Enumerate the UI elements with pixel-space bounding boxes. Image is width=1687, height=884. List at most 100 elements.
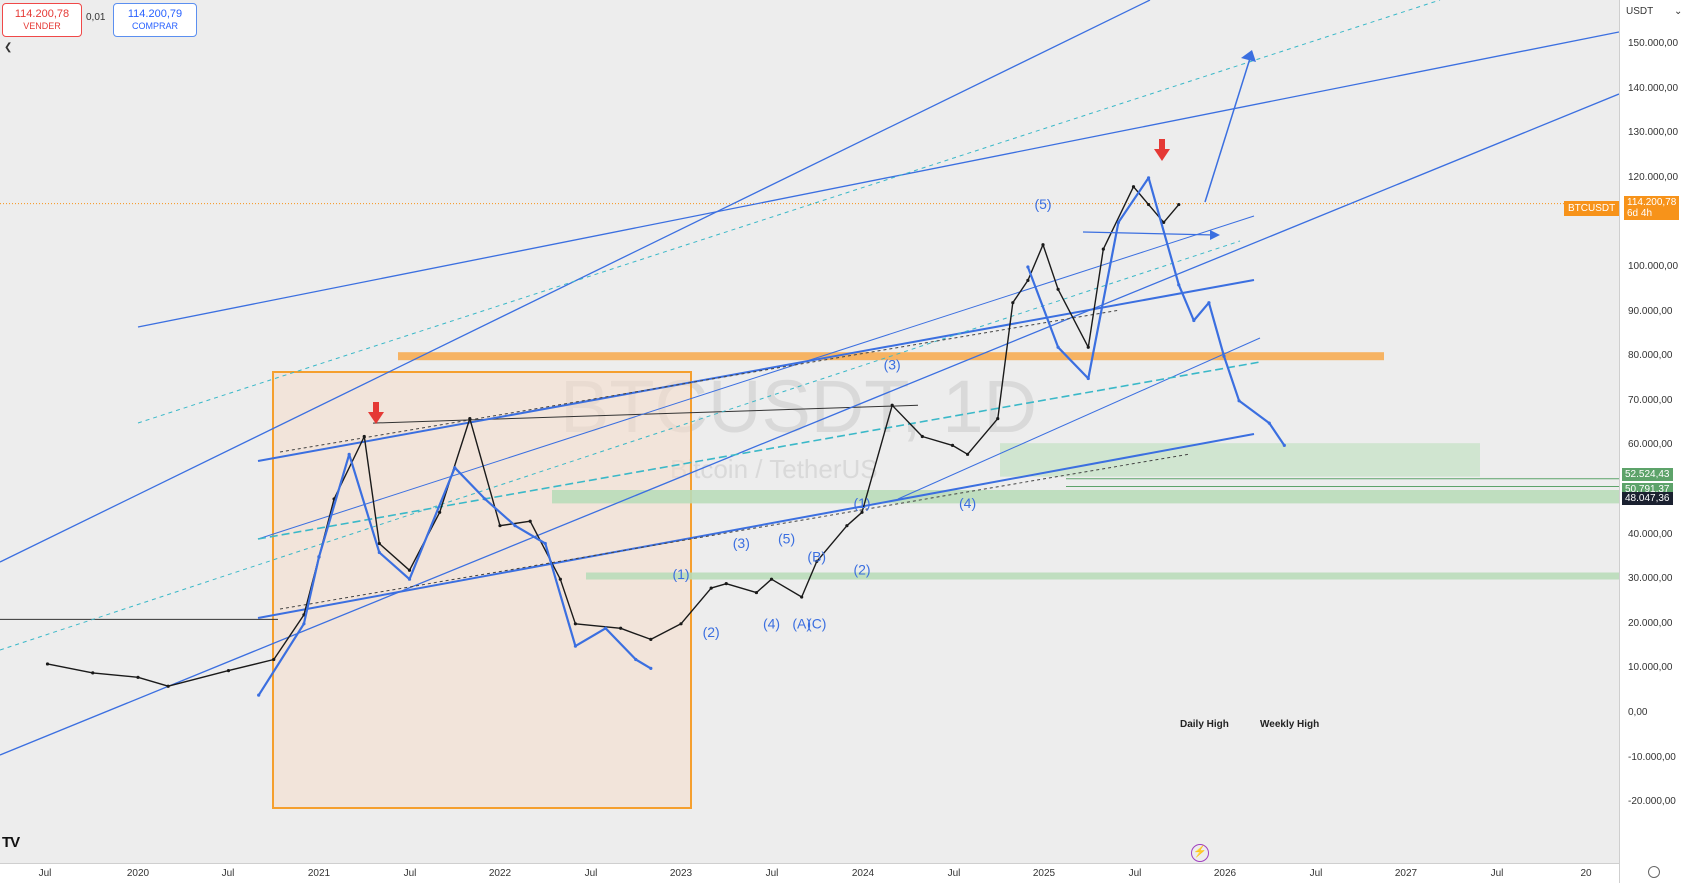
price-point — [1011, 301, 1015, 305]
trend-line-12 — [279, 453, 1191, 610]
red-arrow-stem-2 — [1159, 139, 1165, 150]
level-line-top — [372, 404, 919, 424]
currency-selector[interactable]: USDT — [1626, 6, 1654, 17]
price-point — [1207, 301, 1211, 305]
time-tick-label: Jul — [1309, 868, 1323, 879]
buy-button[interactable]: 114.200,79 COMPRAR — [113, 3, 197, 37]
price-tick-label: 20.000,00 — [1628, 617, 1673, 629]
tradingview-logo[interactable]: TV — [2, 834, 20, 851]
time-tick-label: Jul — [221, 868, 235, 879]
time-scale[interactable]: Jul 2020 Jul 2021 Jul 2022 Jul 2023 Jul 2024 Jul 20… — [0, 863, 1619, 884]
price-scale[interactable]: 150.000,00 140.000,00 130.000,00 120.000,00… — [1619, 0, 1687, 883]
collapse-chevron-icon[interactable]: ❮ — [4, 42, 13, 53]
red-arrow-marker-2 — [1154, 149, 1170, 161]
trend-line-4 — [257, 279, 1255, 462]
level-tag-3: 48.047,36 — [1622, 491, 1673, 505]
trend-line-11 — [279, 309, 1121, 453]
time-tick-label: 2020 — [126, 868, 150, 879]
red-arrow-marker-1 — [368, 412, 384, 424]
time-tick-label: 20 — [1580, 868, 1592, 879]
red-arrow-stem-1 — [373, 402, 379, 413]
time-tick-label: Jul — [38, 868, 52, 879]
price-point — [226, 669, 231, 673]
price-point — [513, 524, 517, 528]
trend-line-6 — [257, 215, 1255, 540]
wave-label-3: (3) — [884, 357, 901, 373]
time-tick-label: 2025 — [1032, 868, 1056, 879]
time-tick-label: Jul — [765, 868, 779, 879]
trend-line-9 — [0, 240, 1241, 651]
price-point — [1162, 220, 1166, 224]
support-zone-upper — [1000, 443, 1480, 477]
buy-label: COMPRAR — [131, 21, 178, 31]
price-point — [634, 657, 638, 662]
price-tick-label: 90.000,00 — [1628, 305, 1673, 317]
price-point — [407, 568, 412, 572]
price-point — [136, 675, 140, 679]
wave-label-4: (4) — [959, 495, 976, 511]
highlight-box — [272, 371, 692, 809]
price-point — [1026, 265, 1030, 269]
price-tick-label: 60.000,00 — [1628, 439, 1673, 451]
wave-label-6: (1) — [672, 566, 689, 582]
price-tick-label: 40.000,00 — [1628, 528, 1673, 540]
time-tick-label: Jul — [1128, 868, 1142, 879]
sell-price: 114.200,78 — [14, 8, 70, 20]
price-tick-label: 140.000,00 — [1628, 82, 1679, 94]
price-point — [573, 644, 578, 648]
price-series-3 — [1026, 176, 1286, 447]
price-point — [91, 671, 95, 675]
current-price-tag: 114.200,78 6d 4h — [1624, 195, 1680, 220]
price-point — [302, 622, 306, 626]
buy-price: 114.200,79 — [127, 8, 183, 20]
price-point — [257, 693, 261, 697]
price-point — [1056, 287, 1060, 291]
price-point — [1086, 376, 1090, 381]
sell-label: VENDER — [23, 21, 61, 31]
time-tick-label: 2027 — [1394, 868, 1418, 879]
price-point — [377, 550, 381, 555]
price-point — [724, 582, 728, 586]
trend-line-7 — [897, 337, 1261, 500]
price-point — [438, 510, 442, 514]
price-point — [1146, 202, 1151, 207]
projection-arrow — [1204, 51, 1253, 203]
horizontal-arrow — [1082, 231, 1216, 236]
time-tick-label: Jul — [947, 868, 961, 879]
lightning-icon[interactable]: ⚡ — [1191, 844, 1209, 862]
price-point — [845, 524, 849, 528]
chevron-down-icon[interactable]: ⌄ — [1674, 6, 1683, 17]
spread-value: 0,01 — [86, 12, 106, 23]
price-point — [573, 622, 578, 626]
price-point — [1101, 247, 1105, 251]
price-tick-label: -20.000,00 — [1628, 796, 1676, 808]
time-tick-label: Jul — [1490, 868, 1504, 879]
time-tick-label: 2021 — [307, 868, 331, 879]
price-point — [619, 626, 623, 630]
wave-label-1: (1) — [853, 495, 870, 511]
price-tick-label: 150.000,00 — [1628, 38, 1679, 49]
time-tick-label: 2022 — [488, 868, 512, 879]
price-point — [1146, 176, 1151, 180]
time-tick-label: 2023 — [669, 868, 693, 879]
wave-label-12: (B) — [807, 548, 826, 564]
gear-icon[interactable] — [1648, 866, 1660, 878]
annotation-label-2: Weekly High — [1260, 719, 1319, 730]
chart-canvas[interactable]: BTCUSDT, 1D Bitcoin / TetherUS (1) (2) (3) (4… — [0, 0, 1619, 863]
price-tick-label: 120.000,00 — [1628, 171, 1679, 183]
price-point — [166, 684, 170, 688]
trend-line-5 — [257, 433, 1255, 619]
price-point — [860, 510, 864, 514]
horizontal-arrowhead — [1210, 230, 1220, 240]
price-point — [407, 577, 412, 581]
price-tick-label: 0,00 — [1628, 707, 1648, 718]
wave-label-7: (2) — [703, 624, 720, 640]
price-point — [769, 577, 774, 581]
price-point — [1131, 185, 1136, 189]
price-point — [272, 657, 276, 662]
sell-button[interactable]: 114.200,78 VENDER — [2, 3, 82, 37]
bar-countdown: 6d 4h — [1627, 207, 1653, 219]
price-point — [1056, 345, 1060, 349]
wave-label-9: (4) — [763, 615, 780, 631]
